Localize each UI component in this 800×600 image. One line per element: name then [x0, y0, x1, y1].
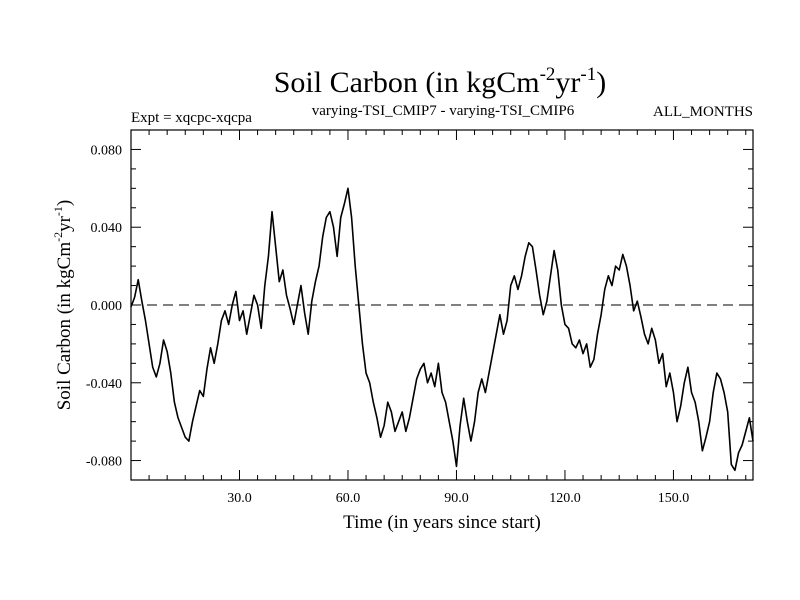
y-axis-label-main: Soil Carbon (in kgCm [54, 242, 75, 411]
y-axis-label-sup2: -1 [51, 206, 65, 216]
x-axis-label: Time (in years since start) [343, 512, 541, 533]
y-tick-label: 0.000 [91, 299, 123, 314]
x-tick-label: 60.0 [336, 491, 361, 506]
y-axis-label-end: ) [54, 200, 75, 206]
y-tick-label: 0.040 [91, 221, 123, 236]
subtitle-center: varying-TSI_CMIP7 - varying-TSI_CMIP6 [312, 103, 575, 119]
series-line-difference [130, 187, 754, 472]
x-tick-label: 30.0 [227, 491, 252, 506]
chart-title-main: Soil Carbon (in kgCm [274, 66, 540, 99]
chart-title: Soil Carbon (in kgCm-2yr-1) [274, 64, 607, 99]
chart-title-mid: yr [555, 66, 580, 99]
chart-title-sup2: -1 [580, 64, 596, 85]
y-tick-label: -0.040 [86, 377, 122, 392]
subtitle-right: ALL_MONTHS [653, 104, 753, 120]
y-axis-label-mid: yr [54, 215, 75, 232]
y-axis-label: Soil Carbon (in kgCm-2yr-1) [51, 200, 75, 411]
y-tick-label: 0.080 [91, 143, 123, 158]
x-tick-label: 150.0 [658, 491, 690, 506]
subtitle-left: Expt = xqcpc-xqcpa [131, 110, 252, 126]
x-tick-label: 90.0 [444, 491, 469, 506]
x-tick-label: 120.0 [549, 491, 581, 506]
x-axis-ticks: 30.0 60.0 90.0 120.0 150.0 [148, 130, 747, 506]
chart-title-end: ) [596, 66, 606, 99]
y-tick-label: -0.080 [86, 455, 122, 470]
chart-title-sup1: -2 [540, 64, 556, 85]
y-axis-ticks: 0.080 0.040 0.000 -0.040 -0.080 [86, 143, 753, 470]
y-axis-label-sup1: -2 [51, 232, 65, 242]
